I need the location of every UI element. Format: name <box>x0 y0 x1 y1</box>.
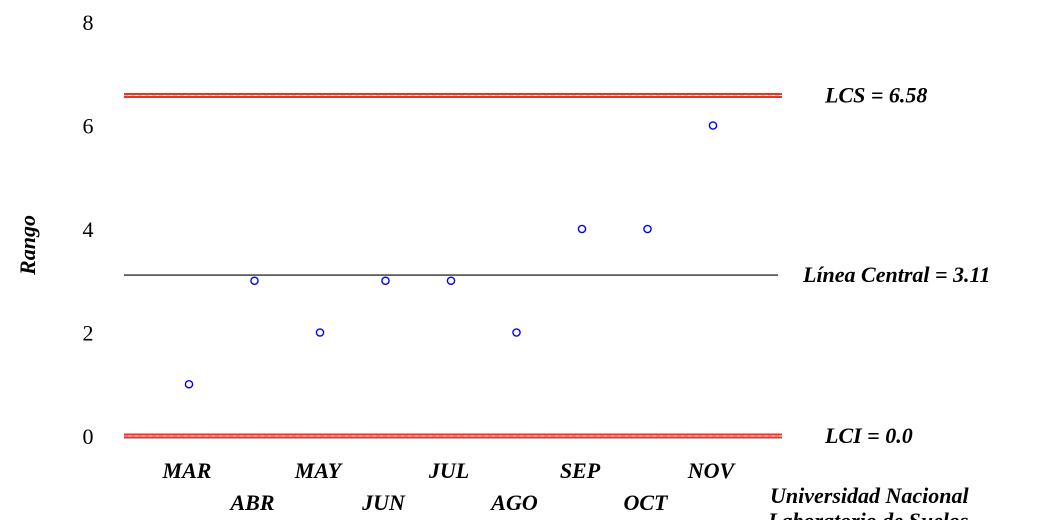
reference-line-label: LCS = 6.58 <box>824 82 927 107</box>
data-point <box>643 224 652 234</box>
data-point <box>184 379 194 389</box>
reference-lines: LCS = 6.58 Línea Central = 3.11 LCI = 0.0 <box>124 82 990 448</box>
data-point <box>250 276 259 286</box>
data-point <box>315 328 325 337</box>
x-tick-label: ABR <box>228 490 274 515</box>
x-tick-labels: MAR ABR MAY JUN JUL AGO SEP OCT NOV <box>162 458 737 515</box>
data-points <box>184 121 718 389</box>
footer: Universidad Nacional Laboratorio de Suel… <box>767 483 970 520</box>
data-point <box>577 224 587 234</box>
x-tick-label: MAR <box>162 458 212 483</box>
reference-line-label: LCI = 0.0 <box>824 423 913 448</box>
x-tick-label: OCT <box>624 490 670 515</box>
x-tick-label: AGO <box>489 490 538 515</box>
data-point <box>446 276 456 286</box>
y-tick-label: 8 <box>83 10 94 35</box>
data-point <box>381 276 390 286</box>
x-tick-label: NOV <box>687 458 737 483</box>
y-tick-labels: 0 2 4 6 8 <box>83 10 94 449</box>
reference-line-label: Línea Central = 3.11 <box>802 262 990 287</box>
x-tick-label: JUN <box>361 490 406 515</box>
x-tick-label: SEP <box>560 458 601 483</box>
y-tick-label: 6 <box>83 114 94 139</box>
data-point <box>708 121 718 130</box>
footer-line-2: Laboratorio de Suelos <box>767 508 968 520</box>
y-tick-label: 4 <box>83 217 94 242</box>
x-tick-label: MAY <box>294 458 344 483</box>
y-tick-label: 0 <box>83 424 94 449</box>
y-tick-label: 2 <box>83 321 94 346</box>
data-point <box>512 328 521 337</box>
footer-line-1: Universidad Nacional <box>770 483 970 508</box>
x-tick-label: JUL <box>428 458 469 483</box>
y-axis-label: Rango <box>15 215 40 276</box>
